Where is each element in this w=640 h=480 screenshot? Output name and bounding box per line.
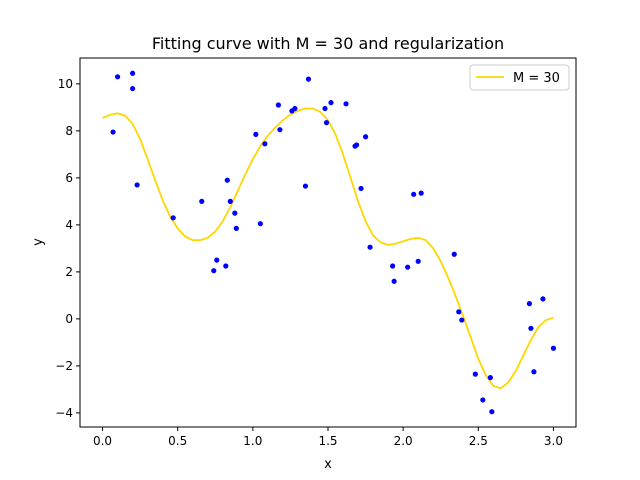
data-point (526, 301, 533, 307)
data-point (328, 100, 334, 106)
data-point (232, 210, 238, 216)
data-point (130, 85, 136, 92)
y-axis: −4 −2 0 2 4 6 8 10 (55, 77, 80, 420)
data-point (233, 225, 239, 231)
data-point (456, 309, 462, 315)
data-point (489, 409, 495, 415)
legend: M = 30 (469, 64, 570, 91)
x-tick-label: 2.0 (394, 434, 413, 448)
data-point (390, 263, 396, 269)
data-point (110, 129, 116, 135)
y-axis-label: y (31, 238, 46, 246)
data-point (367, 244, 373, 250)
x-tick-label: 2.5 (469, 434, 488, 448)
data-point (275, 102, 281, 108)
y-tick-label: 6 (65, 171, 73, 185)
data-point (405, 264, 411, 270)
chart-title: Fitting curve with M = 30 and regulariza… (152, 34, 504, 53)
y-tick-label: 4 (65, 218, 73, 232)
data-point (418, 190, 424, 196)
data-point (214, 257, 220, 263)
x-axis: 0.0 0.5 1.0 1.5 2.0 2.5 3.0 (93, 427, 563, 448)
legend-box (469, 64, 570, 91)
data-point (223, 263, 229, 269)
data-point (459, 317, 465, 323)
y-tick-label: 8 (65, 124, 73, 138)
data-point (277, 127, 283, 133)
data-point (487, 375, 493, 381)
data-point (358, 185, 364, 192)
data-point (257, 221, 263, 227)
data-point (302, 183, 309, 189)
x-tick-label: 3.0 (544, 434, 563, 448)
data-point (227, 198, 233, 204)
data-point (224, 177, 230, 183)
data-point (353, 142, 360, 148)
data-point (550, 345, 557, 351)
x-tick-label: 1.5 (318, 434, 337, 448)
data-point (305, 76, 312, 82)
data-point (253, 131, 259, 137)
data-point (528, 325, 534, 331)
data-point (411, 191, 417, 197)
data-point (391, 278, 397, 284)
plot-area (102, 70, 557, 415)
data-point (322, 105, 328, 112)
y-tick-label: 2 (65, 265, 73, 279)
data-point (472, 371, 478, 377)
data-point (130, 70, 136, 76)
data-point (451, 251, 457, 257)
data-point (199, 198, 205, 204)
y-tick-label: −2 (55, 359, 73, 373)
x-tick-label: 0.0 (93, 434, 112, 448)
data-point (211, 268, 217, 274)
data-point (531, 369, 537, 375)
data-point (323, 120, 330, 126)
data-point (134, 182, 140, 188)
data-point (540, 296, 546, 302)
legend-label: M = 30 (513, 71, 560, 86)
fit-curve-line (102, 107, 554, 390)
data-point (114, 74, 121, 80)
data-point (292, 105, 298, 112)
y-tick-label: −4 (55, 406, 73, 420)
data-point (362, 134, 369, 140)
x-tick-label: 0.5 (168, 434, 187, 448)
data-point (170, 215, 176, 221)
data-point (343, 101, 349, 107)
x-tick-label: 1.0 (243, 434, 262, 448)
data-point (415, 258, 421, 264)
x-axis-label: x (324, 457, 332, 472)
data-point (262, 141, 268, 147)
data-point (480, 397, 486, 403)
y-tick-label: 0 (65, 312, 73, 326)
y-tick-label: 10 (58, 77, 73, 91)
